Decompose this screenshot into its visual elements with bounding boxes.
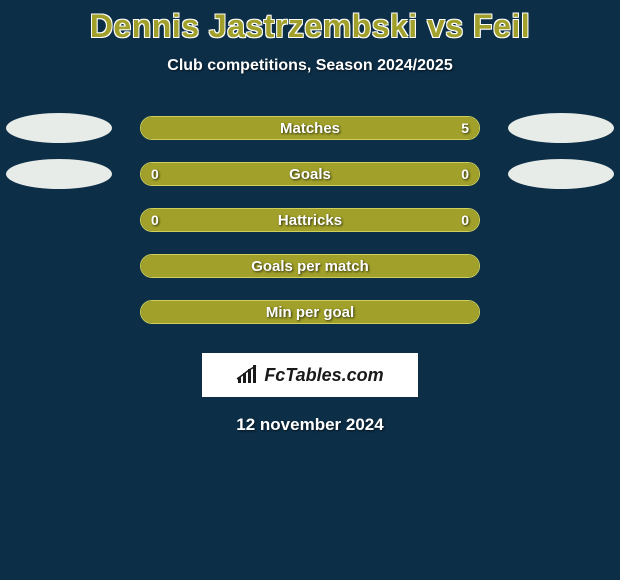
footer-date: 12 november 2024 <box>0 415 620 435</box>
stat-row: Hattricks00 <box>0 197 620 243</box>
logo-box: FcTables.com <box>202 353 418 397</box>
player-right-ellipse <box>508 159 614 189</box>
comparison-infographic: Dennis Jastrzembski vs Feil Club competi… <box>0 0 620 435</box>
bar-fill-right <box>310 209 479 231</box>
bar-fill-left <box>141 255 310 277</box>
page-title: Dennis Jastrzembski vs Feil <box>0 8 620 45</box>
stats-rows: Matches5 Goals00 Hattricks00 Goals per matc… <box>0 105 620 335</box>
stat-bar: Goals per match <box>140 254 480 278</box>
bar-fill-left <box>141 117 293 139</box>
stat-row: Goals per match <box>0 243 620 289</box>
bar-fill-left <box>141 163 310 185</box>
bar-fill-right <box>310 163 479 185</box>
page-subtitle: Club competitions, Season 2024/2025 <box>0 57 620 75</box>
bar-fill-right <box>310 255 479 277</box>
player-right-ellipse <box>508 113 614 143</box>
stat-row: Min per goal <box>0 289 620 335</box>
logo: FcTables.com <box>236 365 383 386</box>
stat-bar: Matches5 <box>140 116 480 140</box>
stat-row: Matches5 <box>0 105 620 151</box>
bar-fill-left <box>141 209 310 231</box>
player-left-ellipse <box>6 113 112 143</box>
bar-fill-right <box>310 301 479 323</box>
player-left-ellipse <box>6 159 112 189</box>
bar-fill-left <box>141 301 310 323</box>
logo-text: FcTables.com <box>264 365 383 386</box>
stat-bar: Hattricks00 <box>140 208 480 232</box>
stat-row: Goals00 <box>0 151 620 197</box>
stat-bar: Goals00 <box>140 162 480 186</box>
stat-bar: Min per goal <box>140 300 480 324</box>
bar-fill-right <box>293 117 479 139</box>
chart-icon <box>236 365 260 385</box>
